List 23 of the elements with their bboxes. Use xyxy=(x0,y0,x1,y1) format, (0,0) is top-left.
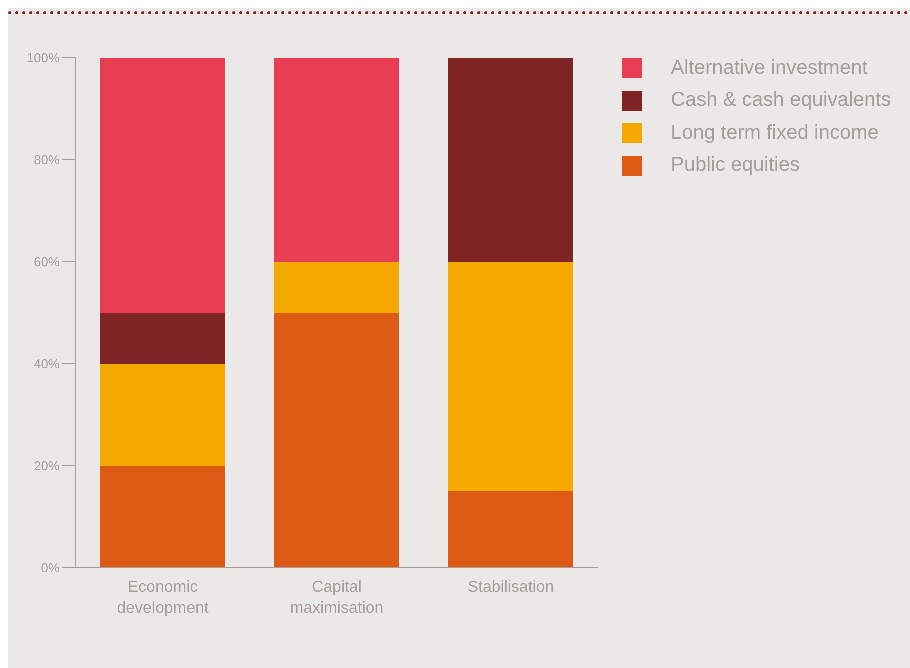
bar xyxy=(274,58,400,262)
legend-label: Cash & cash equivalents xyxy=(671,89,892,112)
bar xyxy=(100,58,226,313)
legend-label: Alternative investment xyxy=(671,56,868,80)
y-tick-label: 100% xyxy=(26,50,60,66)
x-tick-label: Economic development xyxy=(117,579,210,617)
y-tick-label: 40% xyxy=(34,356,60,372)
bar xyxy=(448,58,574,262)
bar xyxy=(448,492,574,568)
x-tick-label: Capital maximisation xyxy=(290,579,384,617)
x-tick-label: Stabilisation xyxy=(468,579,554,596)
bar xyxy=(100,364,226,466)
bar xyxy=(100,313,226,364)
legend-label: Public equities xyxy=(671,154,800,178)
y-tick-label: 80% xyxy=(34,152,60,168)
legend-label: Long term fixed income xyxy=(671,122,879,145)
bar xyxy=(274,262,400,313)
bar xyxy=(274,313,400,568)
bar xyxy=(100,466,226,568)
y-tick-label: 20% xyxy=(34,458,60,474)
y-tick-label: 60% xyxy=(34,254,60,270)
bar xyxy=(448,262,574,492)
y-tick-label: 0% xyxy=(41,560,60,576)
